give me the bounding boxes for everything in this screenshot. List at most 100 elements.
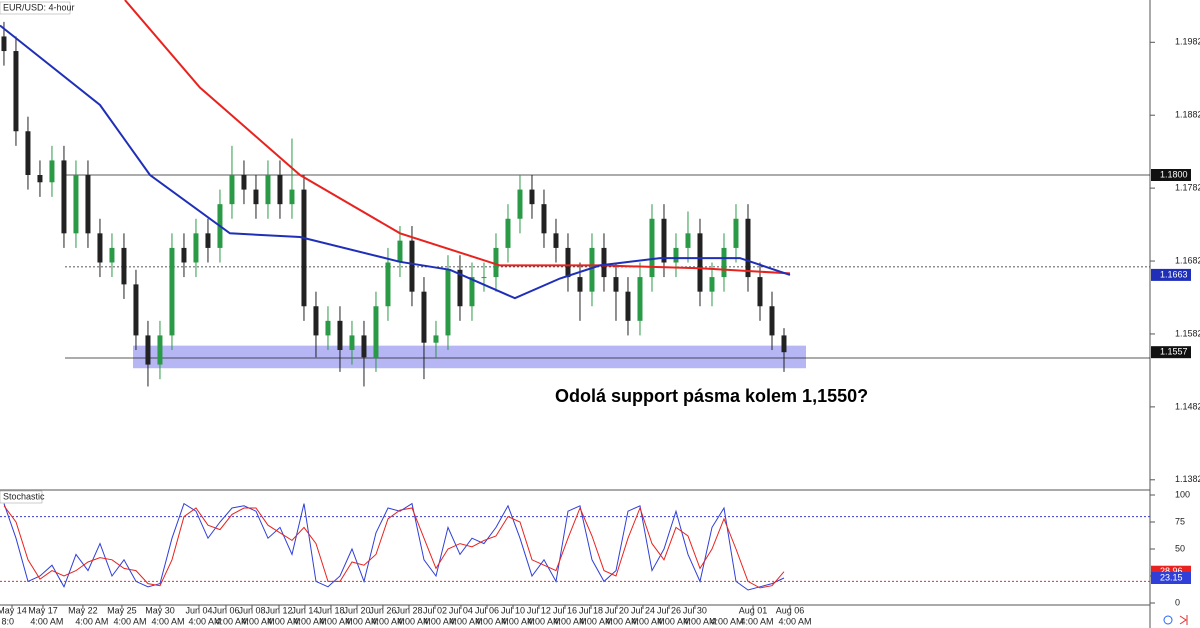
- x-tick-label: May 14: [0, 605, 27, 615]
- candle-body: [625, 291, 631, 321]
- candle-body: [325, 320, 331, 336]
- x-tick-label: Jun 12: [265, 605, 292, 615]
- candle-body: [457, 269, 463, 307]
- candle-body: [361, 335, 367, 358]
- x-tick-label: May 30: [145, 605, 175, 615]
- y-tick-label: 1.1782: [1175, 183, 1200, 193]
- candle-body: [253, 189, 259, 205]
- x-time-label: 4:00 AM: [476, 616, 509, 626]
- candle-body: [553, 233, 559, 248]
- candle-body: [169, 247, 175, 336]
- x-time-label: 4:00 AM: [423, 616, 456, 626]
- x-time-label: 4:00 AM: [371, 616, 404, 626]
- x-time-label: 4:00 AM: [710, 616, 743, 626]
- x-time-label: 4:00 AM: [151, 616, 184, 626]
- price-badge: [1151, 346, 1191, 359]
- x-tick-label: Aug 01: [739, 605, 768, 615]
- candle-body: [481, 277, 487, 279]
- candle-body: [73, 175, 79, 234]
- candle-body: [577, 277, 583, 292]
- x-tick-label: Aug 06: [776, 605, 805, 615]
- candle-body: [277, 175, 283, 205]
- candle-body: [469, 277, 475, 307]
- panel-title: Stochastic: [3, 491, 45, 501]
- x-time-label: 4:00 AM: [527, 616, 560, 626]
- candle-body: [769, 306, 775, 336]
- candle-body: [373, 306, 379, 358]
- icon: [1163, 615, 1173, 625]
- toolbar-icons: [1163, 615, 1188, 625]
- price-badge: [1151, 169, 1191, 181]
- x-tick-label: Jul 04: [449, 605, 473, 615]
- candle-body: [433, 335, 439, 343]
- candle-body: [301, 189, 307, 307]
- x-time-label: 4:00 AM: [779, 616, 812, 626]
- y-tick-label: 50: [1175, 543, 1185, 553]
- price-badge-label: 1.1663: [1160, 269, 1188, 279]
- x-tick-label: Jun 08: [238, 605, 265, 615]
- price-badge-label: 1.1557: [1160, 347, 1188, 357]
- title-box: [0, 490, 43, 504]
- candle-body: [409, 240, 415, 292]
- y-tick-label: 1.1982: [1175, 37, 1200, 47]
- candle-body: [673, 247, 679, 263]
- x-tick-label: Jul 26: [657, 605, 681, 615]
- candle-body: [445, 269, 451, 336]
- candle-body: [13, 51, 19, 132]
- price-badge: [1151, 268, 1191, 281]
- candle-body: [601, 247, 607, 278]
- candle-body: [229, 175, 235, 205]
- x-time-label: 4:00 AM: [188, 616, 221, 626]
- candle-body: [505, 218, 511, 248]
- x-time-label: 4:00 AM: [293, 616, 326, 626]
- y-tick-label: 1.1682: [1175, 255, 1200, 265]
- candle-body: [205, 233, 211, 248]
- x-time-label: 4:00 AM: [267, 616, 300, 626]
- support-zone: [133, 345, 806, 369]
- candle-body: [25, 131, 31, 175]
- x-time-label: 4:00 AM: [319, 616, 352, 626]
- x-time-label: 8:0: [2, 616, 15, 626]
- candle-body: [421, 291, 427, 343]
- candle-body: [661, 218, 667, 263]
- x-tick-label: Jul 06: [475, 605, 499, 615]
- x-tick-label: Jun 06: [212, 605, 239, 615]
- x-tick-label: Jun 20: [343, 605, 370, 615]
- candle-body: [589, 247, 595, 292]
- candle-body: [637, 277, 643, 321]
- x-time-label: 4:00 AM: [683, 616, 716, 626]
- candle-body: [265, 175, 271, 205]
- candle-body: [241, 175, 247, 190]
- candle-body: [685, 233, 691, 248]
- candle-body: [349, 335, 355, 350]
- candle-body: [745, 218, 751, 278]
- candle-body: [193, 233, 199, 263]
- moving-average: [124, 0, 791, 275]
- x-time-label: 4:00 AM: [554, 616, 587, 626]
- x-time-label: 4:00 AM: [449, 616, 482, 626]
- candle-body: [721, 247, 727, 278]
- candle-body: [109, 247, 115, 263]
- candle-body: [649, 218, 655, 278]
- x-tick-label: May 25: [107, 605, 137, 615]
- stochastic-line: [3, 505, 785, 589]
- x-time-label: 4:00 AM: [632, 616, 665, 626]
- x-tick-label: Jun 28: [395, 605, 422, 615]
- candle-body: [733, 218, 739, 248]
- x-tick-label: Jul 02: [423, 605, 447, 615]
- x-time-label: 4:00 AM: [501, 616, 534, 626]
- candle-body: [493, 247, 499, 278]
- candle-body: [337, 320, 343, 350]
- title-box: [0, 1, 71, 15]
- y-tick-label: 1.1882: [1175, 110, 1200, 120]
- x-time-label: 4:00 AM: [579, 616, 612, 626]
- candle-body: [757, 277, 763, 307]
- candle-body: [1, 36, 7, 52]
- y-tick-label: 100: [1175, 489, 1190, 499]
- candle-body: [781, 335, 787, 353]
- x-tick-label: Jun 14: [291, 605, 318, 615]
- x-tick-label: Jul 30: [683, 605, 707, 615]
- y-tick-label: 1.1582: [1175, 328, 1200, 338]
